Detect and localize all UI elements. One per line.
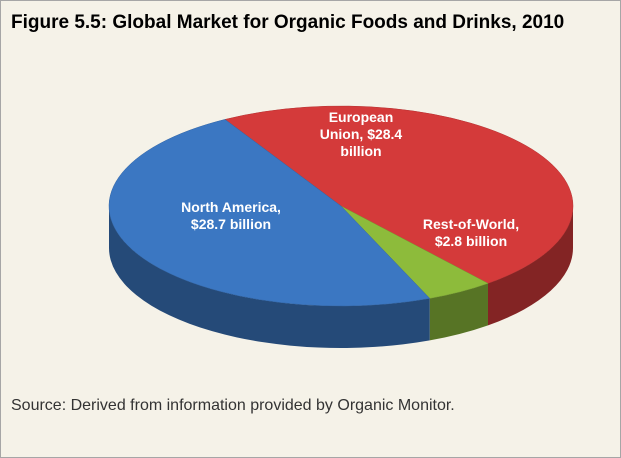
category-label: European Union, <box>319 109 394 142</box>
slice-side <box>429 283 488 341</box>
slice-side <box>109 206 430 348</box>
pie-slice <box>108 119 431 307</box>
category-label: Rest-of-World, <box>422 216 520 232</box>
slice-label: Rest-of-World, $2.8 billion <box>421 216 521 250</box>
slice-label: North America, $28.7 billion <box>171 199 291 233</box>
value-label: $28.7 billion <box>190 216 272 232</box>
category-label: North America, <box>181 199 281 215</box>
slice-side <box>487 206 573 326</box>
source-note: Source: Derived from information provide… <box>11 397 455 414</box>
chart-title: Figure 5.5: Global Market for Organic Fo… <box>11 12 565 33</box>
pie-slice <box>224 105 574 284</box>
value-label: $2.8 billion <box>434 233 508 249</box>
slice-label: European Union, $28.4 billion <box>306 109 416 160</box>
value-label: $28.4 billion <box>340 126 403 159</box>
